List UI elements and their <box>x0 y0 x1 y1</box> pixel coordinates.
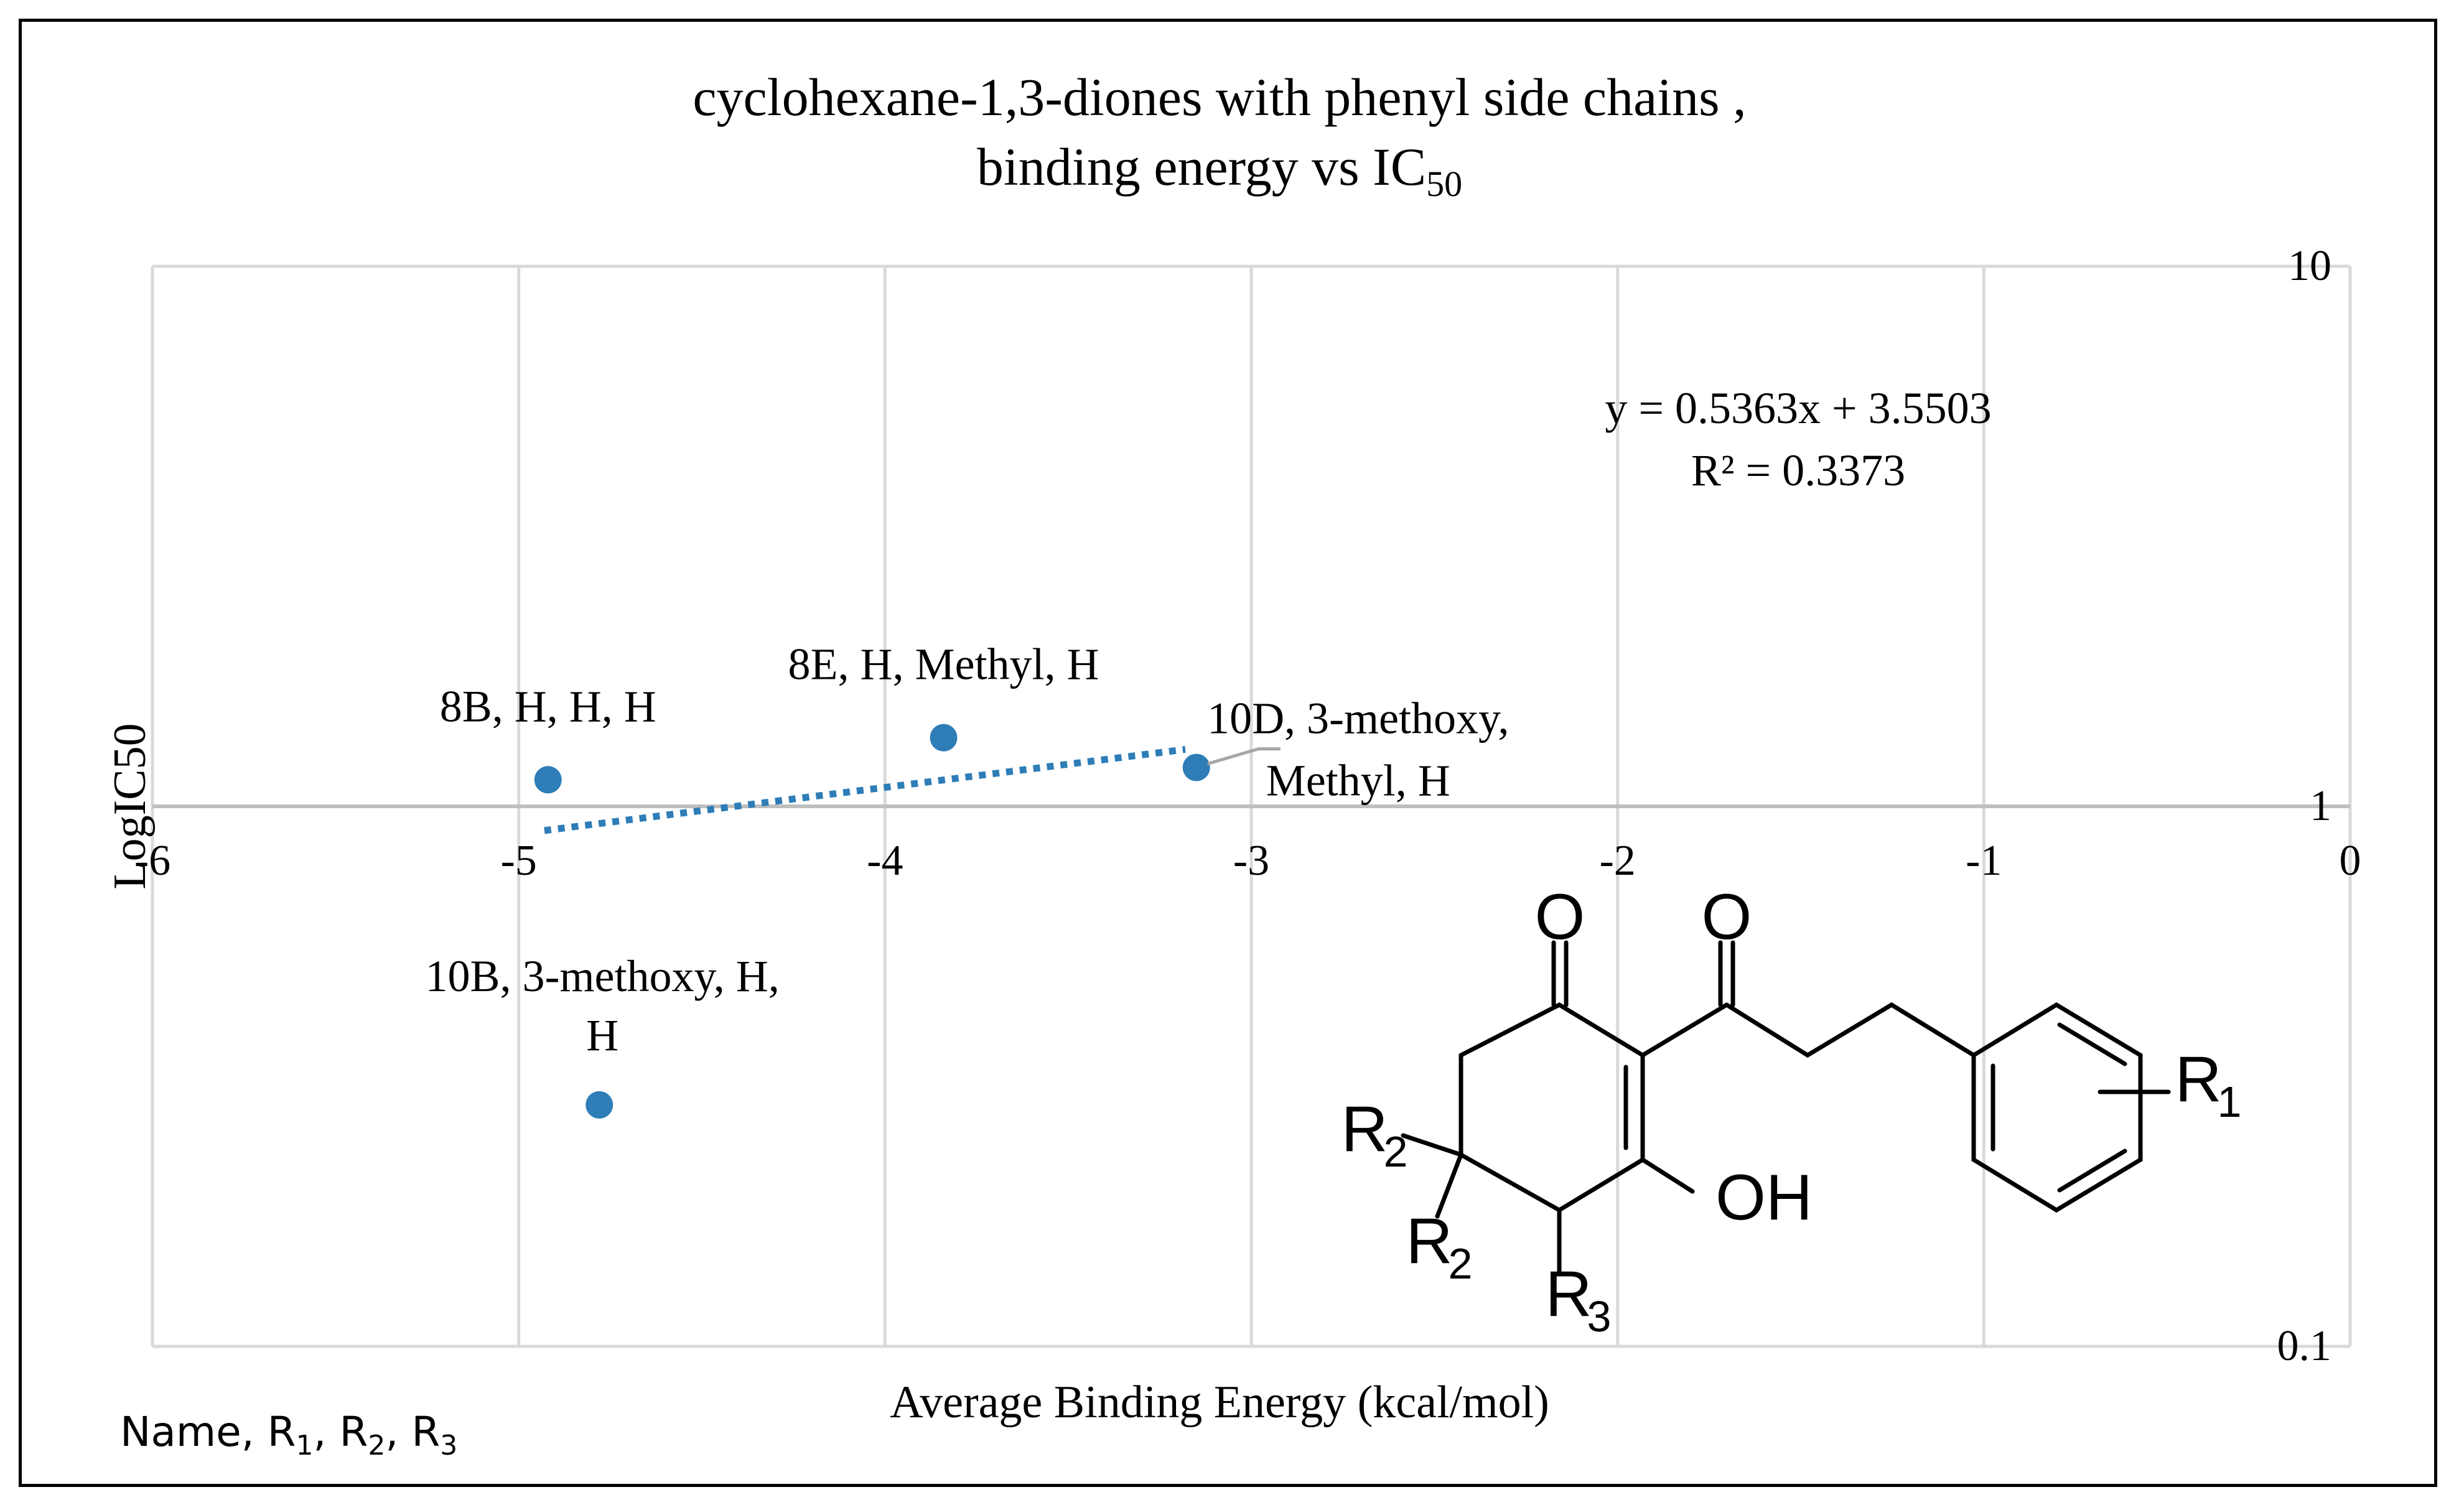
data-label-2-line-0: 10D, 3-methoxy, <box>1207 694 1509 743</box>
chart-title-line2: binding energy vs IC50 <box>977 137 1462 204</box>
legend-note-sub-5: 3 <box>440 1430 458 1462</box>
x-tick-label-6: 0 <box>2340 837 2361 885</box>
legend-note: Name, R1, R2, R3 <box>120 1408 457 1461</box>
structure-atom-2: OH <box>1715 1162 1813 1234</box>
structure-atom-3: R <box>1341 1093 1388 1165</box>
x-tick-label-3: -3 <box>1233 837 1269 885</box>
data-label-3-line-1: H <box>586 1010 618 1060</box>
structure-atom-6: R <box>2175 1043 2221 1116</box>
r2b-bond <box>1435 1152 1463 1219</box>
structure-atom-0: O <box>1535 881 1585 953</box>
r2a-bond <box>1401 1133 1463 1157</box>
chart-svg: -6 -5 -4 -3 -2 -1 0 10 1 0.1 cyclohexane-1,3-dione… <box>105 67 2361 1428</box>
x-tick-label-2: -4 <box>867 837 903 885</box>
chart-frame: -6 -5 -4 -3 -2 -1 0 10 1 0.1 cyclohexane-1,3-dione… <box>19 19 2437 1487</box>
x-tick-label-5: -1 <box>1966 837 2002 885</box>
data-label-3-line-0: 10B, 3-methoxy, H, <box>426 951 780 1001</box>
oh-bond <box>1640 1157 1695 1194</box>
legend-note-sub-1: 1 <box>296 1430 314 1462</box>
data-point-3 <box>586 1091 614 1119</box>
x-axis-title: Average Binding Energy (kcal/mol) <box>890 1377 1549 1428</box>
data-point-0 <box>534 766 562 794</box>
legend-note-sub-3: 2 <box>368 1430 386 1462</box>
y-tick-label-2: 0.1 <box>2277 1322 2332 1370</box>
legend-note-text-0: Name, R <box>120 1408 296 1456</box>
x-tick-label-4: -2 <box>1600 837 1636 885</box>
trendline-r2: R² = 0.3373 <box>1691 445 1905 495</box>
x-tick-label-1: -5 <box>501 837 537 885</box>
structure-atom-4: R <box>1406 1205 1452 1277</box>
chart-title-subscript: 50 <box>1426 164 1462 204</box>
structure-sub-0: 2 <box>1384 1127 1408 1176</box>
leader-line-10d <box>1206 747 1281 766</box>
y-tick-label-1: 1 <box>2310 782 2331 830</box>
y-tick-label-0: 10 <box>2288 242 2331 290</box>
ring-cyclohexenone <box>1458 1002 1645 1213</box>
data-label-1-line-0: 8E, H, Methyl, H <box>788 640 1099 689</box>
trendline <box>544 745 1186 834</box>
structure-sub-1: 2 <box>1449 1239 1473 1288</box>
legend-note-text-4: , R <box>385 1408 441 1456</box>
y-axis-title: LogIC50 <box>105 723 156 889</box>
data-point-1 <box>930 724 958 752</box>
chart-title-line2-text: binding energy vs IC <box>977 137 1426 197</box>
structure-atom-5: R <box>1545 1258 1592 1330</box>
legend-note-text-2: , R <box>313 1408 368 1456</box>
side-chain-bond-1 <box>1640 1002 1729 1058</box>
structure-sub-3: 1 <box>2218 1078 2242 1126</box>
phenyl-double-2 <box>2057 1022 2127 1066</box>
trendline-equation: y = 0.5363x + 3.5503 <box>1605 383 1991 433</box>
data-label-0-line-0: 8B, H, H, H <box>440 681 656 731</box>
chart-title-line1: cyclohexane-1,3-diones with phenyl side … <box>693 67 1746 127</box>
phenyl-double-3 <box>2057 1149 2127 1193</box>
ring-phenyl <box>1971 1002 2143 1213</box>
structure-sub-2: 3 <box>1587 1292 1612 1341</box>
data-label-2-line-1: Methyl, H <box>1266 756 1450 806</box>
side-chain-bonds <box>1724 1002 1976 1058</box>
structure-atom-1: O <box>1702 881 1752 953</box>
x-tick-label-0: -6 <box>134 837 170 885</box>
data-point-2 <box>1182 753 1210 781</box>
